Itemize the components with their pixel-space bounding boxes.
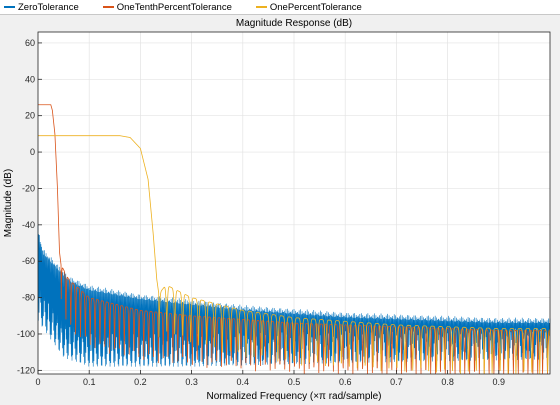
x-tick-label: 0.7 xyxy=(390,377,403,387)
x-tick-label: 0.8 xyxy=(441,377,454,387)
y-tick-label: -60 xyxy=(22,256,35,266)
series-line-one-percent-tolerance xyxy=(38,135,551,375)
legend-item-zero-tolerance[interactable]: ZeroTolerance xyxy=(4,2,79,13)
x-tick-label: 0.1 xyxy=(83,377,96,387)
x-tick-label: 0.9 xyxy=(493,377,506,387)
y-tick-label: 0 xyxy=(30,147,35,157)
legend-label-one-tenth-percent-tolerance: OneTenthPercentTolerance xyxy=(116,1,232,13)
x-tick-label: 0 xyxy=(35,377,40,387)
legend-swatch-one-percent-tolerance xyxy=(255,6,267,8)
legend-item-one-tenth-percent-tolerance[interactable]: OneTenthPercentTolerance xyxy=(102,1,232,13)
y-tick-label: -20 xyxy=(22,183,35,193)
x-tick-label: 0.3 xyxy=(185,377,198,387)
chart-title: Magnitude Response (dB) xyxy=(236,18,352,29)
legend-swatch-zero-tolerance xyxy=(4,6,15,8)
y-tick-label: -120 xyxy=(17,365,35,375)
y-tick-label: 20 xyxy=(25,111,35,121)
x-tick-label: 0.5 xyxy=(288,377,301,387)
series-line-zero-tolerance xyxy=(37,224,551,367)
magnitude-response-chart[interactable]: Magnitude Response (dB) 0 0.1 0.2 0.3 0.4 0.5… xyxy=(0,15,560,405)
legend-item-one-percent-tolerance[interactable]: OnePercentTolerance xyxy=(255,1,362,13)
legend-label-one-percent-tolerance: OnePercentTolerance xyxy=(269,1,362,13)
legend: ZeroTolerance OneTenthPercentTolerance O… xyxy=(0,0,560,15)
legend-swatch-one-tenth-percent-tolerance xyxy=(102,6,114,8)
x-tick-label: 0.6 xyxy=(339,377,352,387)
tick-labels: 0 0.1 0.2 0.3 0.4 0.5 0.6 0.7 0.8 0.9 -120 -100 -80 -… xyxy=(17,38,505,387)
y-tick-label: -40 xyxy=(22,220,35,230)
x-tick-label: 0.2 xyxy=(134,377,147,387)
x-axis-label: Normalized Frequency (×π rad/sample) xyxy=(206,391,381,402)
y-tick-label: 60 xyxy=(25,38,35,48)
x-tick-label: 0.4 xyxy=(237,377,250,387)
y-axis-label: Magnitude (dB) xyxy=(3,169,14,237)
y-tick-label: -80 xyxy=(22,293,35,303)
y-tick-label: 40 xyxy=(25,74,35,84)
series-layer xyxy=(37,104,551,375)
y-tick-label: -100 xyxy=(17,329,35,339)
legend-label-zero-tolerance: ZeroTolerance xyxy=(18,1,79,13)
